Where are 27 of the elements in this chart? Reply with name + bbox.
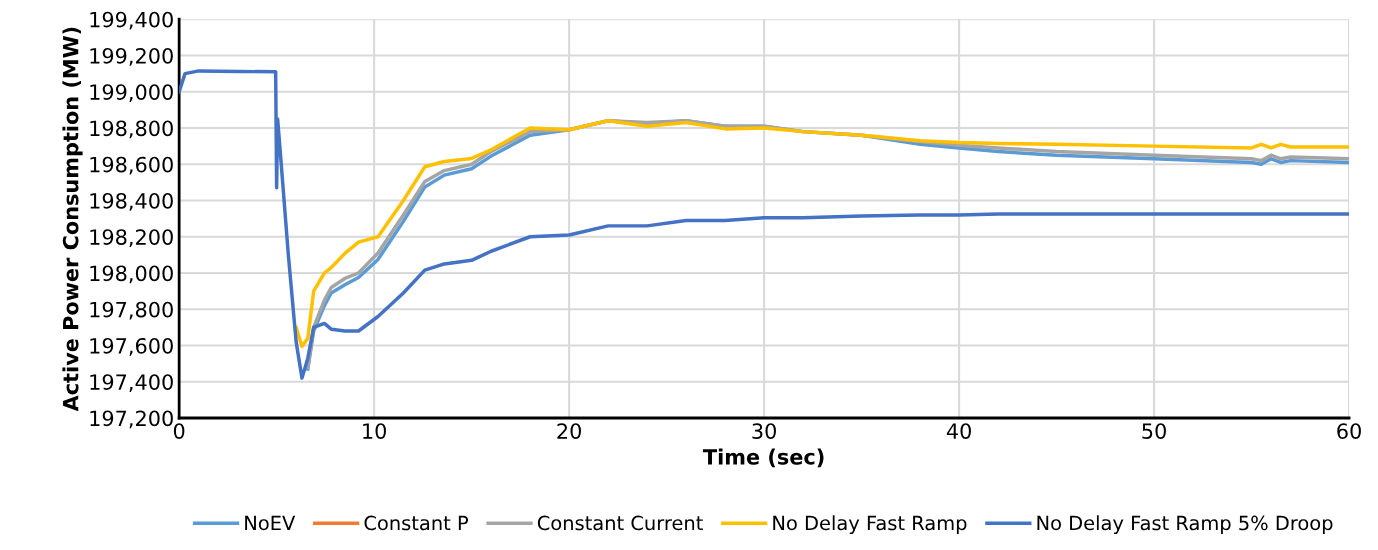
x-tick-label: 50 [1142, 423, 1166, 439]
x-tick-label: 20 [557, 423, 581, 439]
legend-label: Constant P [364, 515, 469, 531]
x-axis-title: Time (sec) [703, 448, 824, 468]
y-tick-label: 197,800 [90, 301, 173, 320]
y-tick-label: 197,600 [90, 337, 173, 356]
line-series [179, 69, 1350, 380]
legend-label: NoEV [245, 515, 296, 531]
y-axis-title: Active Power Consumption (MW) [62, 27, 83, 412]
y-tick-label: 199,200 [90, 47, 173, 66]
legend-label: No Delay Fast Ramp [773, 515, 967, 535]
x-tick-label: 60 [1337, 423, 1361, 439]
legend-label: No Delay Fast Ramp 5% Droop [1037, 515, 1333, 535]
y-tick-label: 198,200 [90, 229, 173, 248]
y-tick-label: 198,800 [90, 120, 173, 139]
y-tick-label: 199,400 [90, 11, 173, 30]
y-tick-label: 198,600 [90, 156, 173, 175]
y-tick-label: 197,200 [90, 410, 173, 429]
x-tick-label: 40 [946, 423, 971, 439]
x-tick-label: 10 [363, 423, 386, 439]
y-tick-label: 197,400 [90, 374, 173, 393]
y-tick-label: 198,400 [90, 192, 173, 211]
y-tick-label: 198,000 [90, 265, 173, 284]
y-tick-label: 199,000 [90, 84, 173, 103]
legend-label: Constant Current [537, 515, 703, 531]
x-tick-label: 30 [752, 423, 776, 439]
x-tick-label: 0 [173, 423, 185, 439]
